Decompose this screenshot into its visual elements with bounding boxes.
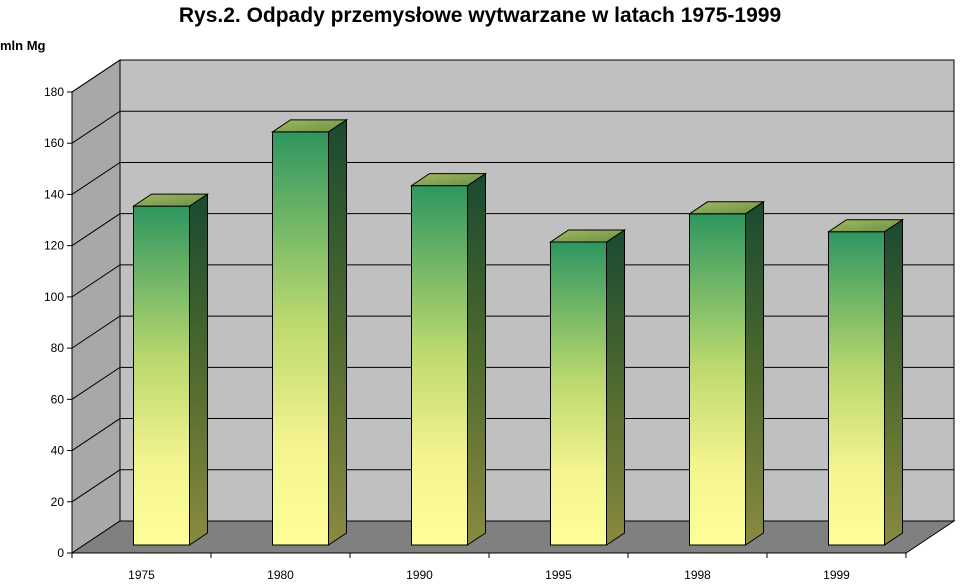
bar-top — [409, 173, 488, 187]
bar-front — [411, 185, 468, 546]
gridline — [71, 366, 954, 400]
bar-side — [884, 218, 903, 546]
bar-front — [828, 231, 885, 546]
gridline — [71, 110, 954, 144]
bar-top — [687, 201, 766, 215]
x-tick-label: 1980 — [267, 568, 294, 582]
bar — [270, 118, 349, 546]
gridline — [71, 469, 954, 503]
x-tick-label: 1999 — [823, 568, 850, 582]
gridline — [71, 213, 954, 247]
bar-side — [606, 229, 625, 546]
bar-side — [328, 118, 347, 546]
y-tick-label: 80 — [51, 341, 65, 355]
bar — [548, 229, 627, 546]
y-axis-unit-label: mln Mg — [0, 38, 46, 53]
x-tick-label: 1990 — [406, 568, 433, 582]
bar-top — [826, 219, 905, 233]
chart-title: Rys.2. Odpady przemysłowe wytwarzane w l… — [178, 4, 782, 27]
bar-front — [550, 241, 607, 546]
bar-front — [689, 213, 746, 546]
bar-side — [745, 200, 764, 546]
y-tick-label: 0 — [57, 546, 64, 560]
bar — [131, 193, 210, 546]
y-tick-label: 120 — [44, 239, 64, 253]
bars — [131, 118, 905, 546]
bar — [409, 172, 488, 546]
gridline — [71, 264, 954, 298]
bar — [687, 200, 766, 546]
bar — [826, 218, 905, 546]
bar-top — [131, 193, 210, 207]
gridline — [71, 418, 954, 451]
gridline — [71, 59, 954, 93]
x-tick-label: 1975 — [128, 568, 155, 582]
gridline — [71, 315, 954, 349]
bar-side — [189, 193, 208, 546]
bar-side — [467, 172, 486, 546]
x-tick-label: 1998 — [684, 568, 711, 582]
y-tick-label: 160 — [44, 136, 64, 150]
y-tick-label: 100 — [44, 290, 64, 304]
bar-top — [548, 229, 627, 243]
bar-front — [133, 205, 190, 546]
bar-top — [270, 119, 349, 133]
x-tick-label: 1995 — [545, 568, 572, 582]
y-tick-label: 140 — [44, 187, 64, 201]
gridlines — [71, 59, 954, 503]
y-tick-label: 20 — [51, 495, 65, 509]
gridline — [71, 161, 954, 195]
y-tick-label: 60 — [51, 392, 65, 406]
y-tick-label: 40 — [51, 444, 65, 458]
side-wall — [71, 59, 121, 554]
bar-front — [272, 131, 329, 546]
axes: 0 20 40 60 80 100 120 140 160 180 1975 1980 1990 1995… — [44, 85, 907, 582]
y-tick-label: 180 — [44, 85, 64, 99]
